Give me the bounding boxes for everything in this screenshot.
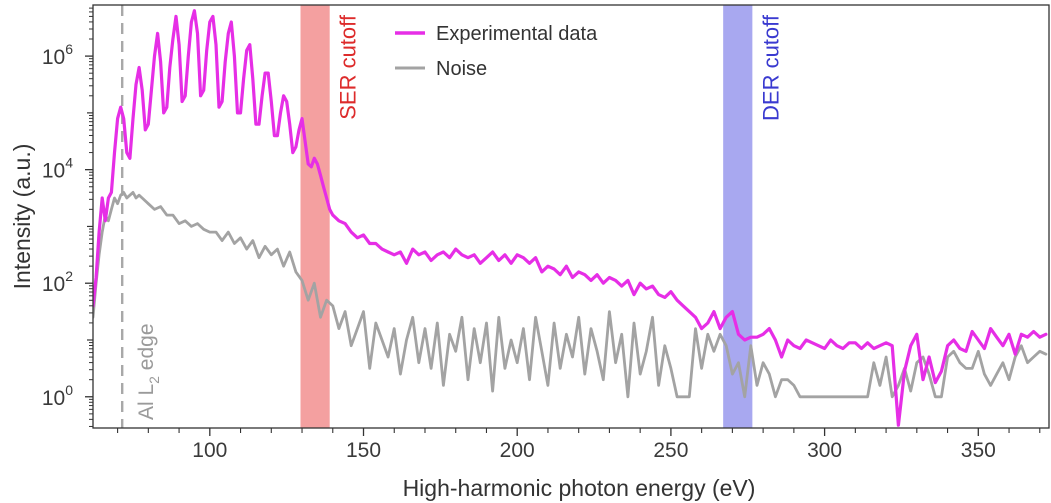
axes bbox=[92, 4, 1050, 429]
y-tick-base: 10 bbox=[42, 387, 65, 410]
y-axis-label: Intensity (a.u.) bbox=[9, 144, 35, 290]
series-line-experimental-data bbox=[93, 9, 1048, 427]
y-tick-exponent: 2 bbox=[65, 268, 73, 284]
cutoff-label: DER cutoff bbox=[758, 14, 783, 121]
y-tick-label: 104 bbox=[42, 155, 73, 183]
y-tick-exponent: 6 bbox=[65, 41, 73, 57]
annotation-labels: SER cutoff DER cutoff Al L2 edge bbox=[135, 14, 783, 420]
y-tick-exponent: 0 bbox=[65, 382, 73, 398]
y-tick-base: 10 bbox=[42, 46, 65, 69]
cutoff-band bbox=[300, 5, 330, 428]
x-tick-label: 250 bbox=[653, 439, 688, 462]
edge-label-base: Al L bbox=[135, 384, 158, 420]
legend-label: Experimental data bbox=[436, 23, 598, 45]
x-tick-label: 200 bbox=[500, 439, 535, 462]
edge-label-tail: edge bbox=[135, 323, 158, 376]
x-tick-label: 100 bbox=[192, 439, 227, 462]
x-axis-label: High-harmonic photon energy (eV) bbox=[403, 475, 756, 501]
x-tick-label: 300 bbox=[807, 439, 842, 462]
y-tick-label: 102 bbox=[42, 268, 73, 296]
edge-label: Al L2 edge bbox=[135, 323, 162, 420]
y-tick-exponent: 4 bbox=[65, 155, 73, 171]
x-tick-label: 350 bbox=[961, 439, 996, 462]
plot-frame bbox=[92, 4, 1050, 429]
legend-label: Noise bbox=[436, 58, 487, 80]
y-tick-label: 106 bbox=[42, 41, 73, 69]
y-tick-label: 100 bbox=[42, 382, 73, 410]
y-tick-base: 10 bbox=[42, 160, 65, 183]
x-axis-ticks: 100 150 200 250 300 350 bbox=[117, 428, 1041, 462]
cutoff-bands bbox=[300, 5, 753, 428]
y-tick-base: 10 bbox=[42, 273, 65, 296]
series-line-noise bbox=[93, 190, 1048, 399]
edge-label-subscript: 2 bbox=[146, 376, 162, 384]
cutoff-label: SER cutoff bbox=[336, 14, 361, 120]
x-tick-label: 150 bbox=[346, 439, 381, 462]
legend: Experimental data Noise bbox=[395, 23, 598, 80]
series-lines bbox=[93, 9, 1048, 427]
